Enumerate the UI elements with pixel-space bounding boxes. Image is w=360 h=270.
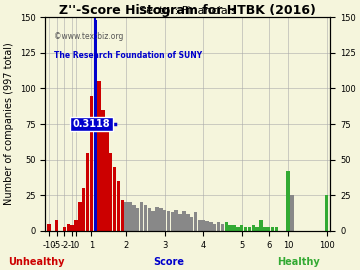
Bar [259, 220, 263, 231]
Bar [286, 171, 290, 231]
Bar [244, 227, 247, 231]
Bar [325, 195, 328, 231]
Bar [140, 202, 143, 231]
Text: Healthy: Healthy [278, 257, 320, 267]
Bar [98, 81, 101, 231]
Bar [67, 224, 70, 231]
Text: 0.3118: 0.3118 [73, 119, 110, 129]
Bar [94, 20, 97, 231]
Bar [78, 202, 82, 231]
Bar [236, 227, 240, 231]
Bar [240, 225, 243, 231]
Bar [252, 225, 255, 231]
Bar [71, 225, 74, 231]
Bar [202, 220, 205, 231]
Bar [159, 208, 162, 231]
Bar [190, 217, 193, 231]
Bar [263, 227, 267, 231]
Bar [205, 221, 209, 231]
Y-axis label: Number of companies (997 total): Number of companies (997 total) [4, 43, 14, 205]
Bar [148, 208, 151, 231]
Bar [151, 211, 155, 231]
Bar [117, 181, 120, 231]
Bar [90, 96, 93, 231]
Bar [105, 131, 109, 231]
Bar [275, 227, 278, 231]
Bar [248, 227, 251, 231]
Bar [136, 208, 139, 231]
Bar [63, 227, 66, 231]
Bar [167, 211, 170, 231]
Bar [109, 153, 112, 231]
Bar [47, 224, 51, 231]
Bar [255, 227, 259, 231]
Bar [213, 224, 216, 231]
Text: Unhealthy: Unhealthy [8, 257, 64, 267]
Bar [267, 227, 270, 231]
Bar [125, 202, 128, 231]
Bar [55, 220, 58, 231]
Text: ©www.textbiz.org: ©www.textbiz.org [54, 32, 123, 41]
Bar [271, 227, 274, 231]
Bar [290, 195, 293, 231]
Bar [163, 210, 166, 231]
Bar [175, 210, 178, 231]
Bar [186, 214, 189, 231]
Title: Z''-Score Histogram for HTBK (2016): Z''-Score Histogram for HTBK (2016) [59, 4, 316, 17]
Bar [155, 207, 159, 231]
Bar [217, 222, 220, 231]
Bar [194, 212, 197, 231]
Bar [232, 225, 236, 231]
Bar [144, 205, 147, 231]
Bar [128, 202, 132, 231]
Bar [82, 188, 85, 231]
Text: The Research Foundation of SUNY: The Research Foundation of SUNY [54, 51, 202, 60]
Bar [132, 205, 136, 231]
Bar [225, 222, 228, 231]
Bar [209, 222, 213, 231]
Bar [221, 224, 224, 231]
Bar [101, 110, 105, 231]
Bar [121, 200, 124, 231]
Bar [178, 214, 182, 231]
Bar [229, 225, 232, 231]
Bar [86, 153, 89, 231]
Bar [171, 212, 174, 231]
Bar [74, 220, 78, 231]
Bar [113, 167, 116, 231]
Bar [182, 211, 186, 231]
Text: Sector: Financials: Sector: Financials [139, 6, 237, 16]
Bar [198, 220, 201, 231]
Text: Score: Score [154, 257, 185, 267]
